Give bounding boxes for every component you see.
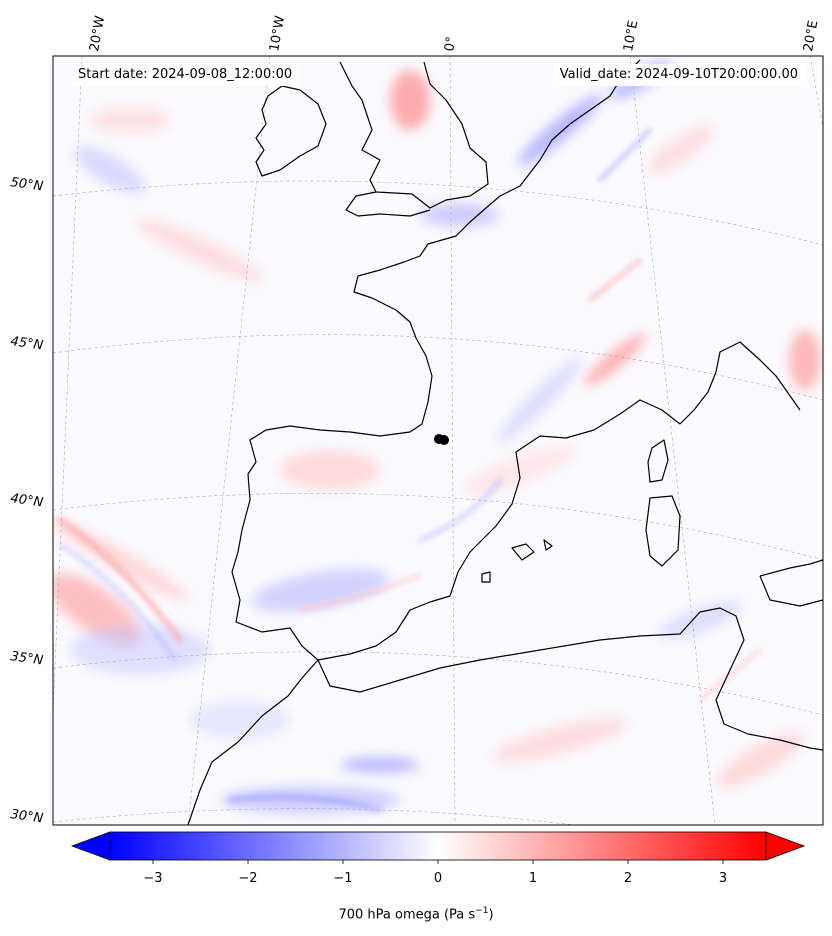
colorbar: −3 −2 −1 0 1 2 3 bbox=[70, 831, 806, 886]
field-negative bbox=[250, 568, 390, 612]
map-frame bbox=[52, 55, 824, 826]
lon-tick-label: 10°W bbox=[267, 15, 288, 53]
colorbar-body bbox=[109, 831, 767, 861]
colorbar-tick-label: 3 bbox=[719, 871, 727, 886]
field-positive bbox=[136, 218, 264, 282]
field-streak bbox=[57, 517, 183, 643]
lon-ticks: 20°W 10°W 0° 10°E 20°E bbox=[87, 15, 821, 53]
colorbar-tick-label: −3 bbox=[143, 871, 162, 886]
colorbar-label-close: ) bbox=[488, 907, 494, 923]
lat-ticks: 50°N 45°N 40°N 35°N 30°N bbox=[9, 175, 44, 826]
colorbar-tick-label: 2 bbox=[624, 871, 632, 886]
field-positive bbox=[789, 330, 821, 390]
lat-tick-label: 40°N bbox=[9, 491, 44, 510]
field-positive bbox=[390, 70, 430, 130]
colorbar-extend-max bbox=[765, 831, 806, 861]
lon-tick-label: 10°E bbox=[621, 19, 641, 52]
colorbar-label-text: 700 hPa omega (Pa s bbox=[338, 907, 476, 923]
lon-tick-label: 20°W bbox=[87, 15, 108, 53]
meridian-10e bbox=[629, 56, 716, 825]
field-negative bbox=[340, 757, 420, 773]
coast-great-britain bbox=[339, 61, 489, 209]
colorbar-tick-marks bbox=[152, 860, 724, 864]
field-streak bbox=[598, 128, 652, 182]
colorbar-tick-label: 0 bbox=[434, 871, 442, 886]
field-streak bbox=[698, 648, 762, 702]
parallel-45n bbox=[53, 334, 823, 401]
start-date-label: Start date: 2024-09-08_12:00:00 bbox=[72, 64, 299, 86]
meridian-0 bbox=[449, 56, 456, 825]
coast-france-atlantic bbox=[353, 207, 487, 433]
parallel-30n bbox=[53, 808, 577, 825]
field-positive bbox=[583, 333, 647, 387]
field-positive bbox=[716, 732, 804, 788]
colorbar-label-exponent: −1 bbox=[475, 906, 489, 916]
location-marker bbox=[434, 434, 449, 445]
lon-tick-label: 20°E bbox=[801, 19, 821, 52]
parallel-50n bbox=[53, 180, 823, 246]
coastlines bbox=[187, 59, 823, 825]
meridian-20w bbox=[53, 56, 83, 719]
lat-tick-label: 30°N bbox=[9, 807, 44, 826]
field-streak bbox=[228, 794, 382, 812]
field-positive bbox=[646, 125, 714, 175]
field-positive bbox=[463, 445, 577, 495]
field-negative bbox=[420, 203, 500, 227]
coast-sicily-tunisia bbox=[759, 559, 823, 607]
coast-north-africa bbox=[187, 607, 823, 825]
coast-italy-west bbox=[679, 341, 801, 425]
field-streak bbox=[588, 258, 642, 302]
colorbar-tick-label: −2 bbox=[238, 871, 257, 886]
lat-tick-label: 35°N bbox=[9, 649, 44, 668]
colorbar-tick-labels: −3 −2 −1 0 1 2 3 bbox=[143, 871, 727, 886]
meridian-10w bbox=[187, 56, 271, 825]
field-negative bbox=[190, 700, 290, 740]
coast-sardinia bbox=[645, 495, 681, 567]
colorbar-tick-label: 1 bbox=[529, 871, 537, 886]
marker-dot bbox=[439, 435, 449, 445]
coast-low-countries bbox=[485, 59, 641, 209]
field-positive bbox=[492, 717, 628, 763]
field-positive bbox=[280, 450, 380, 490]
field-negative bbox=[517, 93, 603, 167]
lat-tick-label: 50°N bbox=[9, 175, 44, 194]
coast-wales-cornwall bbox=[345, 191, 431, 217]
coast-corsica bbox=[647, 439, 669, 483]
parallel-40n bbox=[53, 493, 823, 561]
colorbar-label: 700 hPa omega (Pa s−1) bbox=[0, 906, 832, 922]
field-streak bbox=[58, 543, 177, 662]
lon-tick-label: 0° bbox=[442, 36, 459, 53]
lat-tick-label: 45°N bbox=[9, 334, 44, 353]
colorbar-extend-min bbox=[70, 831, 111, 861]
field-streak bbox=[298, 573, 422, 612]
omega-field bbox=[53, 60, 821, 814]
field-negative bbox=[70, 625, 210, 675]
graticule bbox=[53, 56, 823, 825]
colorbar-tick-label: −1 bbox=[333, 871, 352, 886]
parallel-35n bbox=[53, 651, 823, 716]
omega-streaks bbox=[57, 128, 762, 812]
coast-balearics bbox=[481, 539, 553, 583]
coast-ireland bbox=[255, 85, 327, 177]
field-negative bbox=[74, 146, 146, 194]
map-panel bbox=[53, 56, 823, 825]
field-positive bbox=[90, 106, 170, 134]
valid-date-label: Valid_date: 2024-09-10T20:00:00.00 bbox=[553, 64, 804, 86]
field-negative bbox=[657, 600, 743, 640]
field-negative bbox=[496, 356, 584, 444]
coast-iberia-north-west bbox=[231, 425, 411, 661]
coast-iberia-east bbox=[317, 399, 681, 661]
field-streak bbox=[418, 478, 502, 542]
